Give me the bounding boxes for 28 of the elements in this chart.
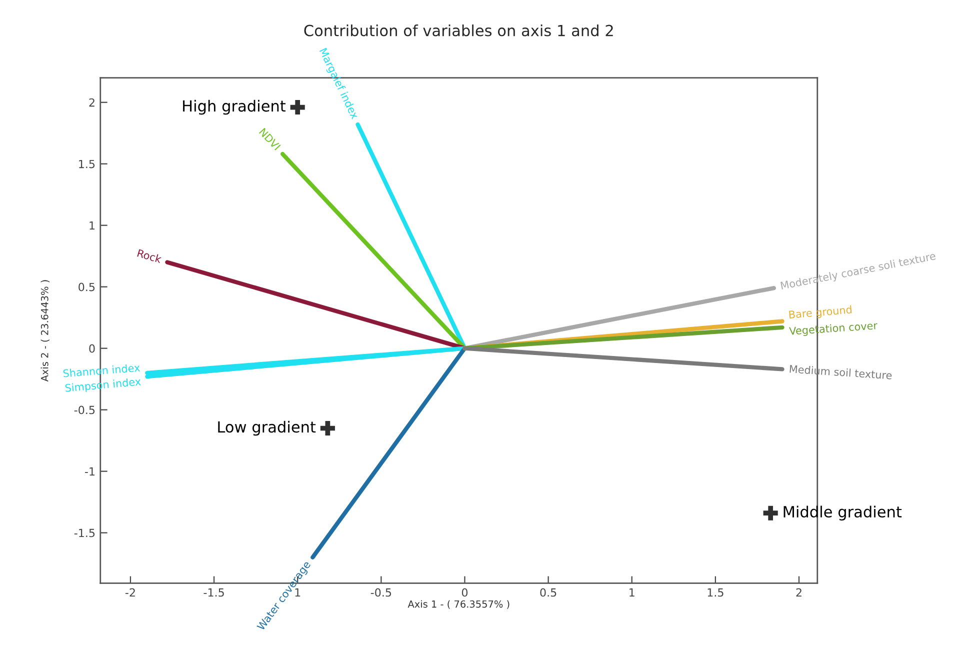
series-label: Medium soil texture <box>790 364 892 380</box>
chart-title: Contribution of variables on axis 1 and 2 <box>304 24 613 36</box>
series-label: Bare ground <box>789 305 852 321</box>
y-tick-label: 2 <box>89 98 94 107</box>
x-tick-label: 2 <box>796 588 802 597</box>
x-tick-label: 0 <box>462 588 468 597</box>
y-tick-label: -1 <box>84 467 94 476</box>
y-tick-label: 1.5 <box>79 160 95 168</box>
y-tick-label: 0.5 <box>78 282 95 292</box>
y-tick-label: -0.5 <box>74 406 95 414</box>
series-label: Low gradient <box>218 420 316 436</box>
series-label: High gradient <box>183 100 286 115</box>
x-tick-label: 1.5 <box>708 588 724 597</box>
x-tick-label: -0.5 <box>370 588 392 597</box>
x-axis-title: Axis 1 - ( 76.3557% ) <box>408 600 510 609</box>
series-label: Vegetation cover <box>788 321 878 338</box>
x-tick-label: -1.5 <box>204 588 224 597</box>
y-tick-label: -1.5 <box>74 528 95 538</box>
y-tick-label: 1 <box>90 221 94 230</box>
y-axis-title: Axis 2 - ( 23.6443% ) <box>40 280 50 382</box>
x-tick-label: 0.5 <box>540 588 556 597</box>
series-label: Shannon index <box>63 363 140 378</box>
y-tick-label: 0 <box>89 344 95 353</box>
text: Simpson index <box>65 377 142 394</box>
x-tick-label: -2 <box>125 588 135 597</box>
text: Moderately coarse soli texture <box>780 252 936 292</box>
x-tick-label: 1 <box>630 588 634 597</box>
text: Rock <box>137 248 162 264</box>
